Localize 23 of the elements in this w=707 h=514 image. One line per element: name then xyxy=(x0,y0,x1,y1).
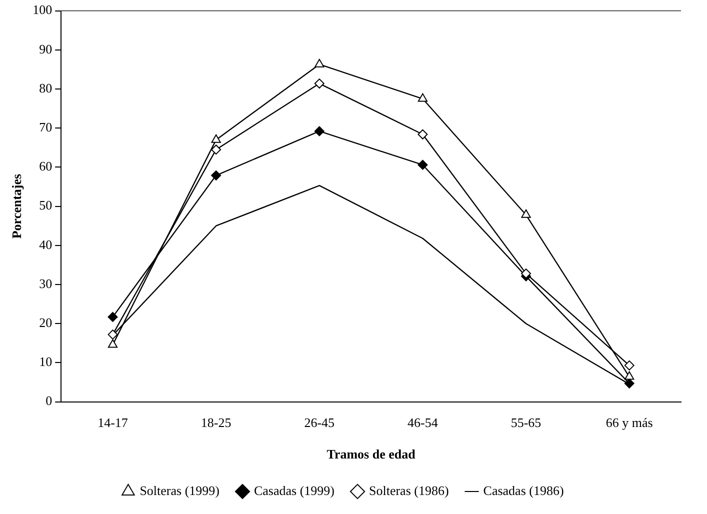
x-tick-label: 66 y más xyxy=(606,415,653,430)
y-tick-label: 100 xyxy=(32,2,52,18)
y-tick-label: 70 xyxy=(39,120,52,135)
legend-label: Solteras (1999) xyxy=(140,482,220,498)
x-tick-label: 26-45 xyxy=(304,415,335,430)
y-tick-label: 60 xyxy=(39,158,52,174)
legend-label: Casadas (1986) xyxy=(483,482,564,498)
legend-label: Casadas (1999) xyxy=(254,482,335,498)
y-tick-label: 80 xyxy=(39,80,52,96)
legend-label: Solteras (1986) xyxy=(369,482,449,498)
y-tick-label: 0 xyxy=(46,393,52,408)
y-tick-label: 30 xyxy=(39,276,52,291)
x-tick-label: 55-65 xyxy=(510,415,542,430)
y-axis-title: Porcentajes xyxy=(9,174,24,239)
y-tick-label: 10 xyxy=(39,354,52,370)
y-tick-label: 40 xyxy=(39,236,52,252)
x-axis-title: Tramos de edad xyxy=(326,446,416,462)
y-tick-label: 50 xyxy=(39,198,52,213)
y-tick-label: 20 xyxy=(39,315,52,330)
x-tick-label: 18-25 xyxy=(200,415,232,430)
x-tick-label: 46-54 xyxy=(408,415,438,430)
y-tick-label: 90 xyxy=(39,41,52,56)
x-tick-label: 14-17 xyxy=(98,415,128,430)
